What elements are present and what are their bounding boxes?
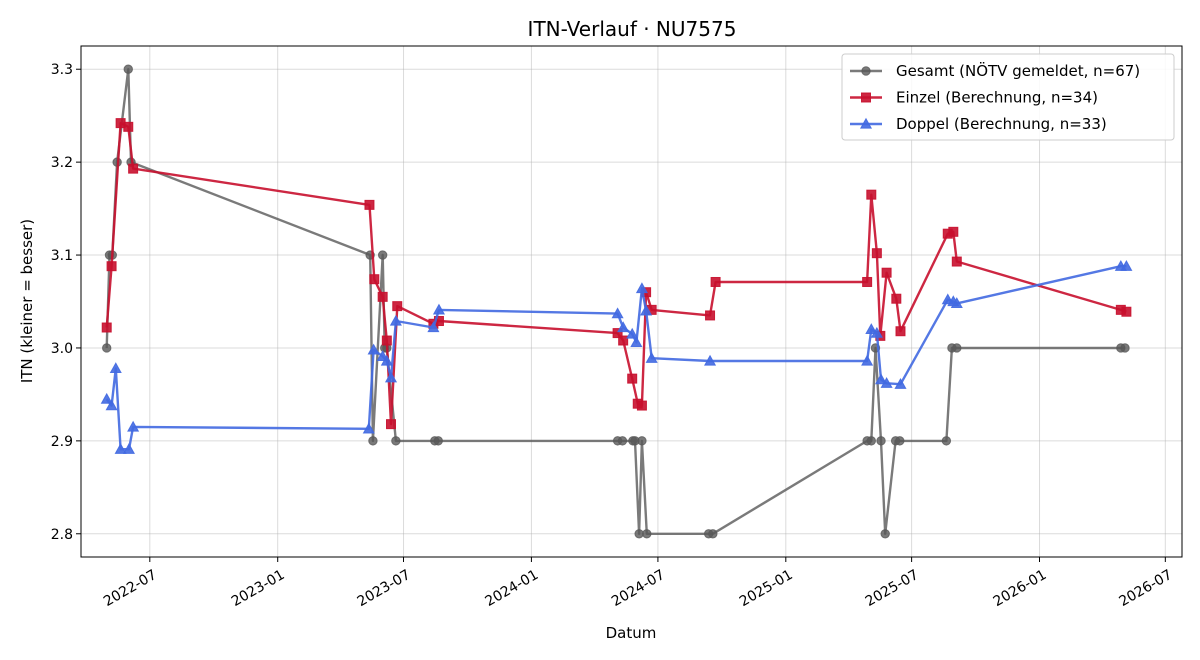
legend-label: Doppel (Berechnung, n=33) — [896, 115, 1107, 133]
data-point — [128, 163, 139, 174]
data-point — [389, 314, 402, 326]
data-point — [862, 276, 873, 287]
data-point — [894, 377, 907, 389]
data-point — [1120, 259, 1133, 271]
data-point — [106, 261, 117, 272]
data-point — [880, 377, 893, 388]
data-point — [710, 276, 721, 287]
y-tick-label: 3.0 — [51, 341, 73, 357]
chart-title: ITN-Verlauf · NU7575 — [528, 17, 737, 41]
data-point — [102, 343, 112, 353]
y-tick-label: 2.8 — [51, 527, 73, 543]
data-point — [364, 199, 375, 210]
data-point — [640, 304, 653, 316]
legend-label: Gesamt (NÖTV gemeldet, n=67) — [896, 61, 1140, 80]
data-point — [101, 322, 112, 333]
data-point — [612, 328, 623, 339]
data-point — [384, 371, 398, 383]
data-point — [870, 326, 883, 338]
data-point — [391, 436, 401, 446]
data-point — [950, 297, 963, 309]
legend-label: Einzel (Berechnung, n=34) — [896, 89, 1098, 107]
data-point — [123, 64, 133, 74]
data-point — [634, 529, 644, 539]
data-point — [100, 392, 113, 404]
data-point — [369, 274, 380, 285]
data-point — [114, 442, 127, 454]
data-point — [866, 436, 877, 446]
data-point — [618, 335, 629, 346]
data-point — [635, 282, 648, 294]
data-point — [611, 307, 624, 319]
series-layer — [100, 64, 1133, 539]
data-point — [951, 256, 962, 267]
y-tick-label: 2.9 — [51, 434, 73, 450]
y-tick-label: 3.3 — [51, 62, 73, 78]
data-point — [1120, 343, 1130, 353]
data-point — [636, 400, 647, 411]
data-point — [948, 226, 959, 237]
data-point — [109, 362, 122, 374]
data-point — [432, 303, 446, 315]
data-point — [876, 436, 886, 446]
legend-marker — [859, 117, 873, 129]
legend-marker — [861, 66, 871, 76]
y-tick-label: 3.2 — [51, 155, 73, 171]
data-point — [703, 354, 717, 366]
data-point — [708, 529, 718, 539]
data-point — [362, 422, 375, 434]
data-point — [377, 250, 388, 260]
data-point — [880, 529, 890, 539]
data-point — [861, 354, 874, 366]
data-point — [381, 335, 392, 346]
data-point — [637, 436, 647, 446]
data-point — [105, 399, 118, 411]
data-point — [891, 293, 902, 304]
data-point — [881, 267, 892, 278]
legend-box — [841, 53, 1175, 141]
data-point — [642, 529, 652, 539]
data-point — [368, 436, 378, 446]
data-point — [626, 327, 639, 339]
data-point — [895, 436, 905, 446]
data-point — [627, 373, 638, 384]
data-point — [645, 351, 658, 363]
data-point — [380, 354, 393, 366]
data-point — [377, 291, 388, 302]
data-point — [871, 248, 882, 259]
data-point — [367, 343, 380, 355]
data-point — [392, 301, 403, 312]
data-point — [941, 436, 952, 446]
series-doppel — [100, 259, 1133, 454]
data-point — [427, 321, 440, 333]
data-point — [1121, 306, 1132, 317]
data-point — [122, 442, 136, 454]
data-point — [617, 436, 628, 446]
data-point — [433, 436, 443, 446]
plot-frame — [80, 45, 1183, 558]
data-point — [952, 343, 962, 353]
data-point — [617, 321, 630, 333]
y-tick-label: 3.1 — [51, 248, 73, 264]
y-axis-label: ITN (kleiner = besser) — [18, 219, 36, 383]
data-point — [895, 326, 906, 337]
data-point — [874, 373, 888, 385]
x-axis-label: Datum — [606, 624, 657, 642]
data-point — [865, 323, 878, 335]
legend-marker — [861, 92, 871, 103]
data-point — [123, 121, 134, 132]
data-point — [630, 336, 643, 348]
data-point — [866, 189, 877, 200]
data-point — [386, 419, 397, 430]
data-point — [127, 420, 140, 432]
legend: Gesamt (NÖTV gemeldet, n=67) Einzel (Bere… — [841, 53, 1175, 141]
data-point — [705, 310, 716, 321]
